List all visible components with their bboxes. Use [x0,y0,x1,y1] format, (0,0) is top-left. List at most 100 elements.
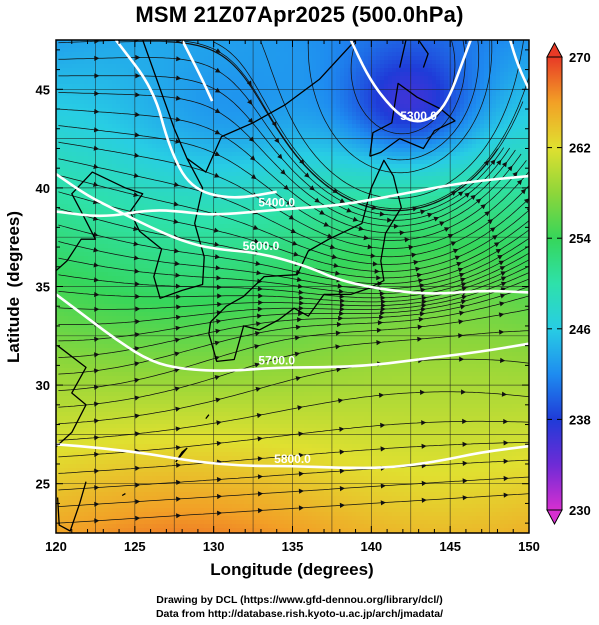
wind-arrowhead [255,331,261,337]
wind-arrowhead [336,367,342,373]
y-tick-label: 40 [36,181,50,196]
wind-arrowhead [93,262,99,268]
wind-arrowhead [296,276,303,282]
wind-arrowhead [215,397,221,403]
colorbar-extend-min [546,509,563,526]
y-tick-label: 35 [36,280,50,295]
coastline [121,493,126,497]
wind-arrowhead [294,351,300,357]
colorbar-tick-label: 262 [569,141,591,156]
height-contour [180,40,214,102]
colorbar-frame [546,56,563,511]
wind-arrowhead [459,310,465,316]
y-tick-label: 45 [36,82,50,97]
coastline [205,414,210,420]
contour-label: 5600.0 [243,239,280,253]
wind-arrowhead [363,235,369,241]
wind-arrowhead [358,225,364,231]
coastline [175,447,188,463]
coastline [399,40,407,68]
wind-arrowhead [133,172,140,178]
height-contours: 5400.0 5600.0 5700.0 5800.0 5300.0 [56,40,529,470]
coastline [418,40,429,68]
wind-arrowhead [93,247,99,253]
wind-arrowhead [175,406,181,412]
wind-arrowhead [215,328,221,334]
wind-arrowhead [421,303,427,309]
x-tick-label: 140 [360,539,382,554]
wind-arrowhead [93,163,99,169]
wind-arrowhead [256,413,263,419]
wind-arrowhead [133,241,139,247]
wind-arrowhead [415,266,421,272]
y-tick-label: 30 [36,378,50,393]
chart-title: MSM 21Z07Apr2025 (500.0hPa) [135,2,464,27]
wind-arrowhead [174,182,180,187]
wind-arrowhead [499,301,505,307]
wind-arrowhead [134,377,140,383]
colorbar-tick-label: 270 [569,50,591,65]
wind-arrowhead [93,231,99,237]
credit-data-source: Data from http://database.rish.kyoto-u.a… [155,608,444,620]
coastline [56,345,87,448]
height-contour [56,443,529,470]
x-tick-label: 135 [282,539,304,554]
x-axis-label: Longitude (degrees) [210,560,373,579]
colorbar-tick-label: 238 [569,412,591,427]
colorbar-tick-label: 230 [569,503,591,518]
wind-arrowhead [133,192,139,197]
wind-arrowhead [134,152,140,158]
coastline [369,82,456,157]
credit-drawing: Drawing by DCL (https://www.gfd-dennou.o… [156,594,443,606]
colorbar-extend-max [546,41,563,58]
wind-arrowhead [173,201,179,207]
wind-arrowhead [295,376,302,382]
wind-arrowhead [333,262,339,268]
wind-arrowhead [213,227,220,233]
wind-arrowhead [254,344,260,350]
wind-arrowhead [174,337,181,343]
x-tick-label: 145 [439,539,461,554]
wind-arrowhead [175,325,181,331]
contour-label: 5800.0 [274,452,311,466]
wind-arrowhead [294,335,301,341]
x-tick-label: 150 [518,539,540,554]
height-contour [114,40,277,199]
y-tick-label: 25 [36,477,50,492]
x-tick-label: 130 [203,539,225,554]
wind-arrowhead [133,226,139,232]
wind-arrowhead [134,395,140,401]
streamline-paths [58,40,529,524]
contour-label: 5300.0 [400,109,437,123]
wind-arrowhead [134,346,140,352]
wind-arrowhead [421,295,427,301]
wind-arrowhead [339,198,346,203]
wind-arrowhead [173,218,179,224]
coastline [56,481,87,532]
x-tick-label: 120 [45,539,67,554]
x-tick-label: 125 [124,539,146,554]
wind-arrowhead [460,304,466,310]
wind-arrowhead [498,312,505,318]
wind-arrowhead [214,241,220,247]
colorbar-tick-label: 254 [569,231,591,246]
colorbar: 230 238 246 254 262 270 [546,41,591,526]
wind-arrowhead [413,259,419,265]
wind-arrowhead [175,116,181,122]
colorbar-tick-label: 246 [569,322,591,337]
wind-arrowhead [214,340,220,346]
height-contour [56,174,529,218]
wind-arrowhead [499,266,506,271]
height-contour [349,40,472,123]
wind-arrowhead [338,398,344,404]
height-contour [508,40,529,90]
height-contour [56,293,529,372]
wind-arrowhead [255,260,261,266]
height-contour [56,173,529,295]
coastlines [56,40,456,532]
y-axis-label: Latitude (degrees) [4,211,23,363]
wind-arrowhead [175,138,181,144]
coastline [142,40,357,173]
wind-arrowhead [134,361,140,367]
